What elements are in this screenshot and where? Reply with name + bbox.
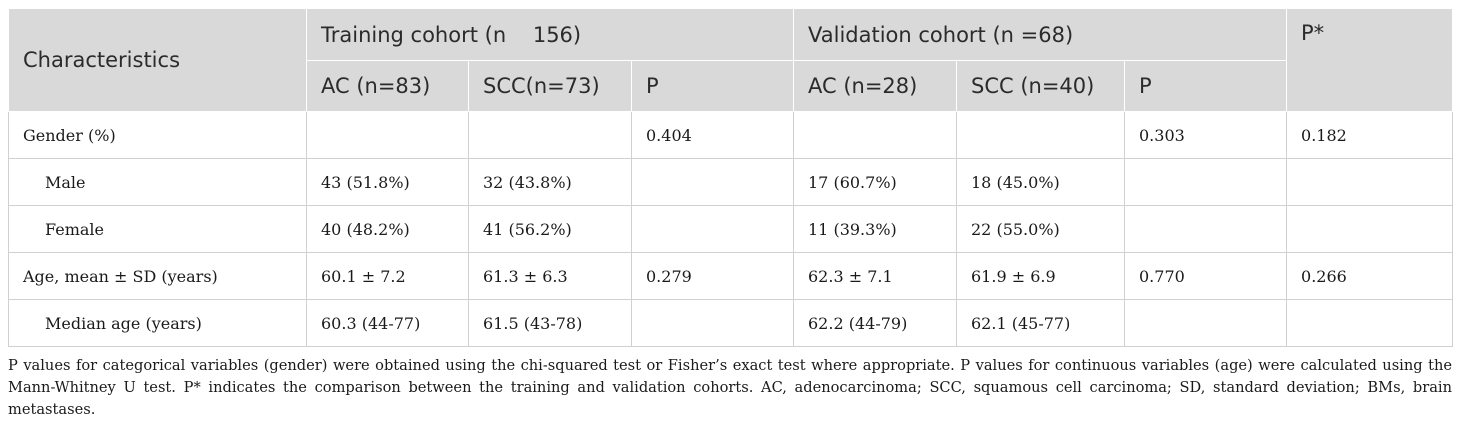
table-cell: 61.5 (43-78) bbox=[468, 299, 632, 347]
row-label-female: Female bbox=[8, 205, 307, 253]
table-container: Characteristics Training cohort (n 156) … bbox=[8, 8, 1454, 421]
header-training-ac: AC (n=83) bbox=[306, 60, 469, 112]
table-cell: 0.182 bbox=[1286, 111, 1454, 159]
header-training-cohort: Training cohort (n 156) bbox=[306, 8, 794, 61]
table-row: Gender (%) 0.404 0.303 0.182 bbox=[8, 111, 1454, 159]
table-cell: 61.9 ± 6.9 bbox=[956, 252, 1125, 300]
table-cell bbox=[1286, 205, 1454, 253]
characteristics-table: Characteristics Training cohort (n 156) … bbox=[8, 8, 1454, 347]
header-p-star: P* bbox=[1286, 8, 1454, 112]
table-cell: 32 (43.8%) bbox=[468, 158, 632, 206]
table-cell: 22 (55.0%) bbox=[956, 205, 1125, 253]
header-validation-ac: AC (n=28) bbox=[793, 60, 957, 112]
table-row: Age, mean ± SD (years) 60.1 ± 7.2 61.3 ±… bbox=[8, 252, 1454, 300]
row-label-age-mean: Age, mean ± SD (years) bbox=[8, 252, 307, 300]
table-cell: 18 (45.0%) bbox=[956, 158, 1125, 206]
table-cell bbox=[631, 158, 794, 206]
table-cell bbox=[1286, 299, 1454, 347]
table-cell: 61.3 ± 6.3 bbox=[468, 252, 632, 300]
table-cell: 60.3 (44-77) bbox=[306, 299, 469, 347]
table-cell: 0.404 bbox=[631, 111, 794, 159]
table-cell: 62.3 ± 7.1 bbox=[793, 252, 957, 300]
header-row-group: Characteristics Training cohort (n 156) … bbox=[8, 8, 1454, 112]
table-cell: 62.1 (45-77) bbox=[956, 299, 1125, 347]
header-characteristics: Characteristics bbox=[8, 8, 307, 112]
table-cell bbox=[631, 299, 794, 347]
table-row: Median age (years) 60.3 (44-77) 61.5 (43… bbox=[8, 299, 1454, 347]
table-row: Male 43 (51.8%) 32 (43.8%) 17 (60.7%) 18… bbox=[8, 158, 1454, 206]
header-validation-p: P bbox=[1123, 60, 1288, 112]
header-validation-scc: SCC (n=40) bbox=[956, 60, 1125, 112]
table-cell bbox=[793, 111, 957, 159]
table-cell bbox=[631, 205, 794, 253]
table-footnote: P values for categorical variables (gend… bbox=[8, 357, 1452, 418]
table-cell: 62.2 (44-79) bbox=[793, 299, 957, 347]
header-validation-cohort: Validation cohort (n =68) bbox=[792, 8, 1288, 61]
table-cell bbox=[956, 111, 1125, 159]
table-header: Characteristics Training cohort (n 156) … bbox=[8, 8, 1454, 112]
header-training-scc: SCC(n=73) bbox=[468, 60, 632, 112]
row-label-gender: Gender (%) bbox=[8, 111, 307, 159]
table-cell: 41 (56.2%) bbox=[468, 205, 632, 253]
table-cell bbox=[1123, 205, 1288, 253]
table-row: Female 40 (48.2%) 41 (56.2%) 11 (39.3%) … bbox=[8, 205, 1454, 253]
table-cell: 60.1 ± 7.2 bbox=[306, 252, 469, 300]
table-cell: 11 (39.3%) bbox=[793, 205, 957, 253]
table-body: Gender (%) 0.404 0.303 0.182 Male 43 (51… bbox=[8, 111, 1454, 347]
table-cell bbox=[1286, 158, 1454, 206]
table-cell bbox=[1123, 299, 1288, 347]
table-cell bbox=[306, 111, 469, 159]
header-training-p: P bbox=[631, 60, 794, 112]
table-cell: 43 (51.8%) bbox=[306, 158, 469, 206]
table-cell: 0.303 bbox=[1123, 111, 1288, 159]
table-cell bbox=[468, 111, 632, 159]
table-cell: 0.770 bbox=[1123, 252, 1288, 300]
table-cell: 0.279 bbox=[631, 252, 794, 300]
row-label-male: Male bbox=[8, 158, 307, 206]
row-label-median-age: Median age (years) bbox=[8, 299, 307, 347]
table-cell: 17 (60.7%) bbox=[793, 158, 957, 206]
table-cell: 40 (48.2%) bbox=[306, 205, 469, 253]
header-row-sub: AC (n=83) SCC(n=73) P AC (n=28) SCC (n=4… bbox=[9, 60, 1453, 112]
table-cell: 0.266 bbox=[1286, 252, 1454, 300]
table-cell bbox=[1123, 158, 1288, 206]
